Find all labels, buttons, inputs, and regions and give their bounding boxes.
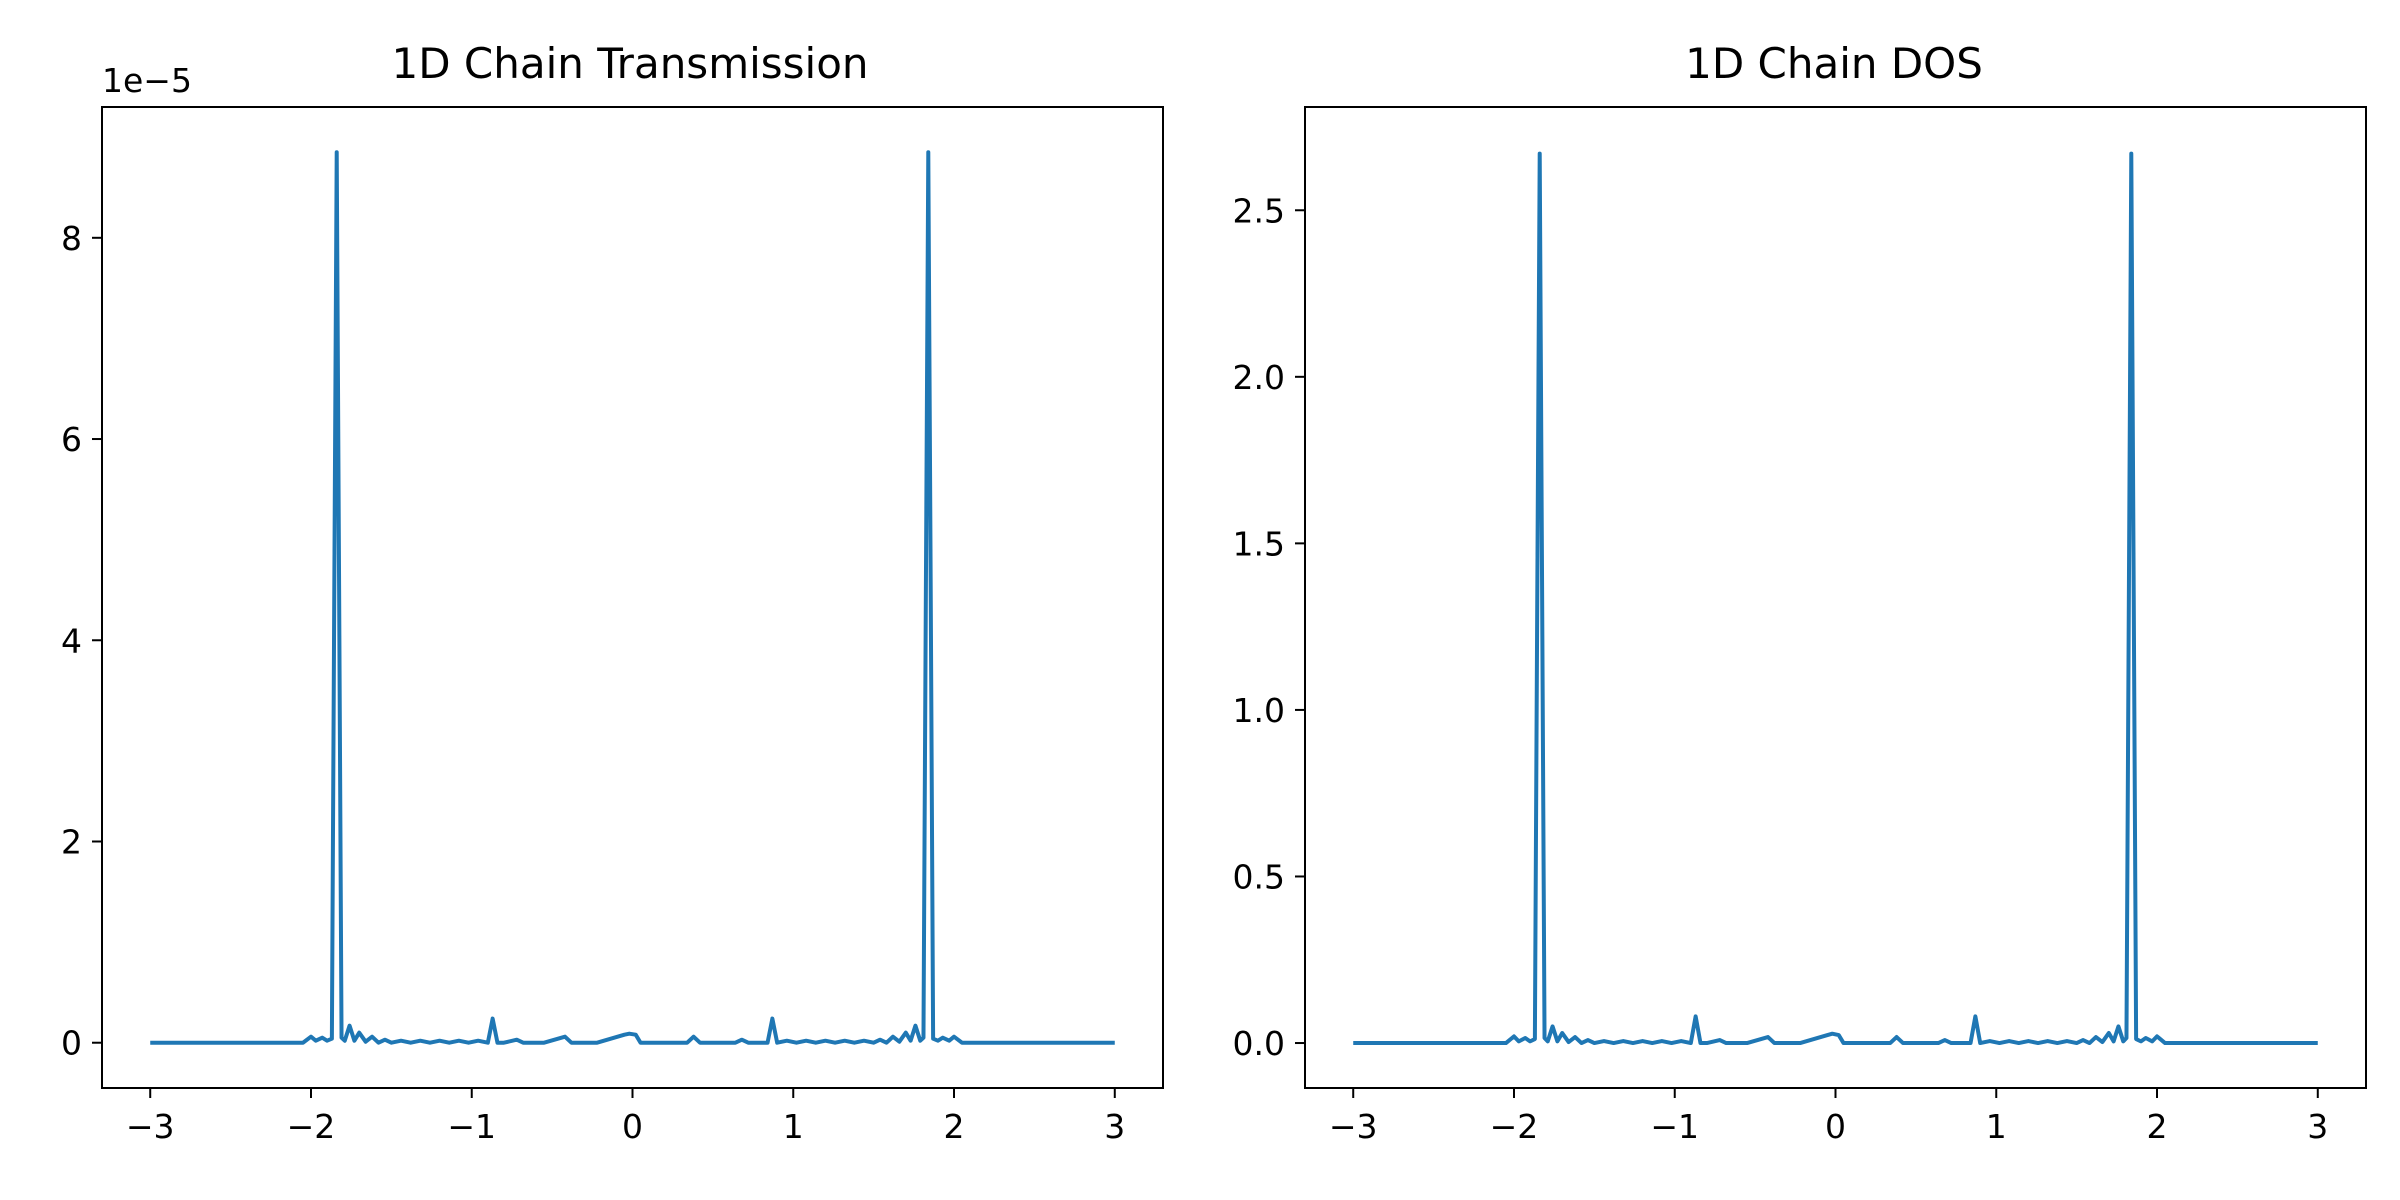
axis-ticks: −3 −2 −1 0 1 2 3 0.0 0.5 1.0 1.5 2.0 2.5 bbox=[1233, 191, 2329, 1146]
x-tick-label: −1 bbox=[447, 1107, 496, 1146]
transmission-panel: 1D Chain Transmission 1e−5 −3 −2 −1 0 1 2 3 0 2 4… bbox=[61, 39, 1164, 1146]
dos-series-line bbox=[1353, 151, 2318, 1046]
y-tick-label: 1.5 bbox=[1233, 524, 1285, 563]
y-tick-label: 4 bbox=[61, 621, 82, 660]
y-tick-label: 0.5 bbox=[1233, 857, 1285, 896]
y-tick-label: 1.0 bbox=[1233, 691, 1285, 730]
x-tick-label: 3 bbox=[2307, 1107, 2328, 1146]
x-tick-label: 3 bbox=[1104, 1107, 1125, 1146]
x-tick-label: −2 bbox=[1490, 1107, 1539, 1146]
x-tick-label: 1 bbox=[1986, 1107, 2007, 1146]
y-tick-label: 6 bbox=[61, 420, 82, 459]
y-tick-label: 2 bbox=[61, 822, 82, 861]
y-offset-label: 1e−5 bbox=[102, 61, 192, 100]
x-tick-label: 2 bbox=[944, 1107, 965, 1146]
plot-frame bbox=[101, 106, 1164, 1089]
x-tick-label: 0 bbox=[622, 1107, 643, 1146]
x-tick-label: −3 bbox=[126, 1107, 175, 1146]
transmission-series-line bbox=[150, 150, 1115, 1045]
dos-panel: 1D Chain DOS −3 −2 −1 0 1 2 3 0.0 0.5 1.0 1.5 2.0 2.… bbox=[1233, 39, 2367, 1146]
y-tick-label: 2.0 bbox=[1233, 358, 1285, 397]
x-tick-label: 2 bbox=[2147, 1107, 2168, 1146]
chart-title: 1D Chain Transmission bbox=[391, 39, 868, 88]
y-tick-label: 2.5 bbox=[1233, 191, 1285, 230]
x-tick-label: −2 bbox=[287, 1107, 336, 1146]
y-tick-label: 0.0 bbox=[1233, 1024, 1285, 1063]
chart-title: 1D Chain DOS bbox=[1685, 39, 1983, 88]
y-tick-label: 0 bbox=[61, 1024, 82, 1063]
x-tick-label: −3 bbox=[1329, 1107, 1378, 1146]
x-tick-label: 0 bbox=[1825, 1107, 1846, 1146]
x-tick-label: −1 bbox=[1650, 1107, 1699, 1146]
x-tick-label: 1 bbox=[783, 1107, 804, 1146]
plot-frame bbox=[1304, 106, 2367, 1089]
axis-ticks: −3 −2 −1 0 1 2 3 0 2 4 6 8 bbox=[61, 219, 1125, 1146]
y-tick-label: 8 bbox=[61, 219, 82, 258]
